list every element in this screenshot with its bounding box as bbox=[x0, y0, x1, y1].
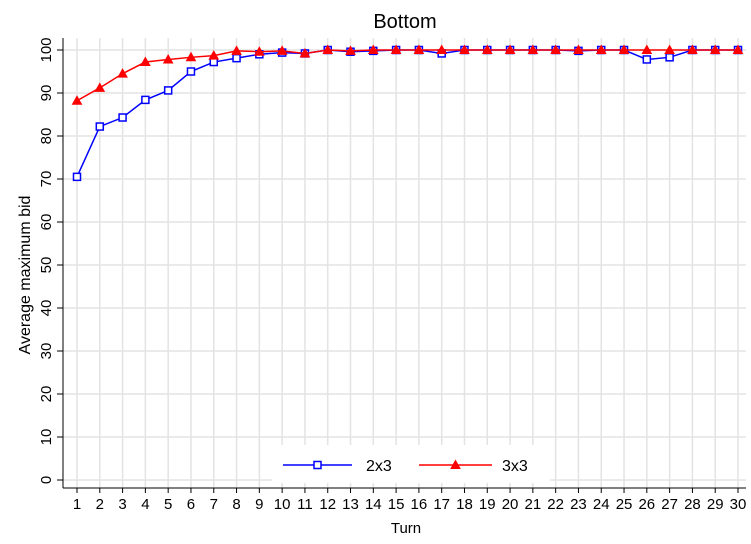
x-tick-label: 15 bbox=[388, 496, 405, 513]
legend-swatch-marker bbox=[450, 459, 461, 469]
y-tick-label: 90 bbox=[38, 85, 55, 102]
data-point-3x3 bbox=[276, 45, 288, 55]
chart-title: Bottom bbox=[373, 11, 436, 33]
y-tick-label: 20 bbox=[38, 386, 55, 403]
data-point-3x3 bbox=[413, 44, 425, 54]
y-axis-label: Average maximum bid bbox=[17, 196, 34, 355]
data-point-2x3 bbox=[665, 53, 674, 62]
data-point-3x3 bbox=[231, 45, 242, 55]
y-axis-ticks: 0 10 20 30 40 50 60 70 80 90 100 bbox=[38, 37, 63, 484]
grid bbox=[63, 38, 746, 488]
legend-item-3x3: 3x3 bbox=[419, 458, 528, 475]
x-tick-label: 9 bbox=[255, 496, 263, 513]
legend-swatch-marker bbox=[313, 460, 322, 470]
data-point-3x3 bbox=[618, 44, 630, 54]
x-tick-label: 25 bbox=[616, 496, 633, 513]
data-point-2x3 bbox=[118, 113, 127, 122]
data-point-3x3 bbox=[345, 45, 356, 55]
y-tick-label: 50 bbox=[38, 257, 55, 274]
data-point-2x3 bbox=[95, 122, 105, 131]
data-point-3x3 bbox=[367, 44, 379, 54]
x-tick-label: 16 bbox=[411, 496, 428, 513]
y-tick-label: 70 bbox=[38, 171, 55, 188]
x-tick-label: 5 bbox=[164, 496, 172, 513]
legend-label: 2x3 bbox=[366, 458, 392, 475]
y-tick-label: 80 bbox=[38, 128, 55, 145]
y-tick-label: 30 bbox=[38, 343, 55, 360]
x-tick-label: 1 bbox=[73, 496, 81, 513]
series-group bbox=[71, 44, 744, 182]
data-point-2x3 bbox=[232, 53, 241, 63]
data-point-3x3 bbox=[140, 56, 151, 67]
x-tick-label: 11 bbox=[297, 496, 313, 513]
data-point-2x3 bbox=[141, 95, 150, 105]
data-point-3x3 bbox=[732, 44, 744, 54]
x-axis-ticks: 1 2 3 4 5 6 7 8 9 10 11 12 13 14 15 16 17 18 19 20 21 22 23 24 2… bbox=[73, 488, 747, 513]
x-tick-label: 17 bbox=[433, 496, 450, 513]
x-tick-label: 3 bbox=[118, 496, 126, 513]
x-tick-label: 19 bbox=[479, 496, 496, 513]
data-point-2x3 bbox=[186, 67, 196, 76]
data-point-2x3 bbox=[642, 55, 652, 64]
x-tick-label: 18 bbox=[456, 496, 473, 513]
x-tick-label: 20 bbox=[502, 496, 519, 513]
y-tick-label: 60 bbox=[38, 214, 55, 231]
legend: 2x3 3x3 bbox=[272, 445, 550, 483]
data-point-3x3 bbox=[436, 44, 448, 54]
data-point-3x3 bbox=[390, 44, 402, 54]
x-tick-label: 27 bbox=[661, 496, 678, 513]
legend-item-2x3: 2x3 bbox=[283, 458, 392, 475]
y-tick-label: 100 bbox=[38, 37, 55, 62]
series-line-3x3 bbox=[76, 49, 738, 102]
y-tick-label: 40 bbox=[38, 300, 55, 317]
data-point-3x3 bbox=[299, 47, 311, 58]
data-point-3x3 bbox=[162, 53, 174, 64]
data-point-3x3 bbox=[687, 44, 698, 54]
data-point-3x3 bbox=[595, 44, 607, 54]
data-point-3x3 bbox=[94, 82, 106, 92]
data-point-3x3 bbox=[117, 68, 128, 78]
data-point-3x3 bbox=[322, 44, 334, 54]
x-tick-label: 6 bbox=[187, 496, 195, 513]
x-tick-label: 26 bbox=[638, 496, 655, 513]
x-tick-label: 30 bbox=[730, 496, 747, 513]
legend-label: 3x3 bbox=[502, 458, 528, 475]
x-tick-label: 7 bbox=[210, 496, 218, 513]
data-point-3x3 bbox=[208, 50, 220, 60]
data-point-2x3 bbox=[72, 172, 82, 182]
series-3x3 bbox=[71, 44, 744, 105]
x-tick-label: 29 bbox=[707, 496, 724, 513]
data-point-3x3 bbox=[573, 44, 584, 54]
x-tick-label: 22 bbox=[547, 496, 564, 513]
data-point-3x3 bbox=[185, 51, 197, 62]
data-point-3x3 bbox=[527, 44, 539, 54]
data-point-3x3 bbox=[71, 95, 83, 105]
data-point-3x3 bbox=[504, 44, 516, 54]
x-tick-label: 12 bbox=[319, 496, 336, 513]
x-axis-label: Turn bbox=[391, 520, 421, 537]
x-tick-label: 10 bbox=[274, 496, 291, 513]
x-tick-label: 24 bbox=[593, 496, 610, 513]
x-tick-label: 4 bbox=[141, 496, 149, 513]
x-tick-label: 2 bbox=[96, 496, 104, 513]
x-tick-label: 14 bbox=[365, 496, 382, 513]
data-point-2x3 bbox=[163, 86, 173, 95]
x-tick-label: 8 bbox=[232, 496, 240, 513]
y-tick-label: 0 bbox=[38, 476, 55, 484]
x-tick-label: 13 bbox=[342, 496, 359, 513]
data-point-3x3 bbox=[641, 44, 653, 54]
data-point-3x3 bbox=[550, 44, 562, 54]
y-tick-label: 10 bbox=[38, 429, 55, 446]
data-point-3x3 bbox=[253, 46, 265, 56]
x-tick-label: 28 bbox=[684, 496, 701, 513]
x-tick-label: 23 bbox=[570, 496, 587, 513]
data-point-3x3 bbox=[459, 44, 470, 54]
x-tick-label: 21 bbox=[525, 496, 542, 513]
data-point-3x3 bbox=[481, 44, 493, 54]
data-point-3x3 bbox=[709, 44, 721, 54]
data-point-3x3 bbox=[664, 44, 675, 54]
